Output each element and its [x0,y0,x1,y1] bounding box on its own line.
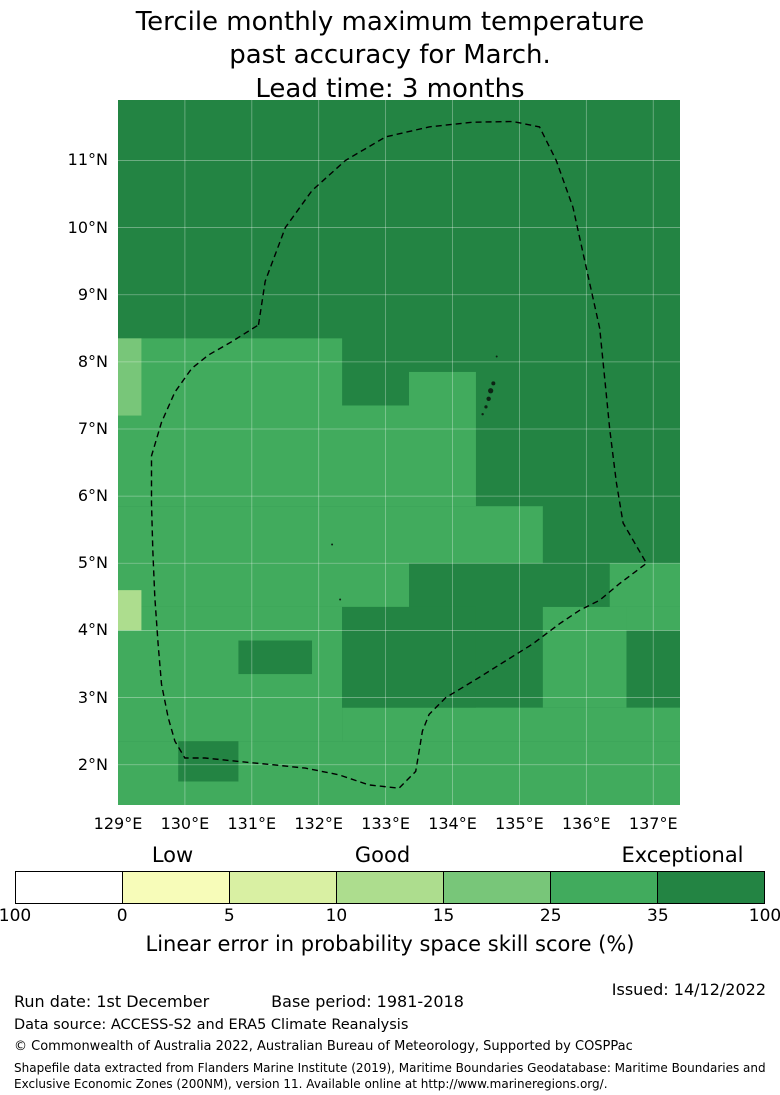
x-tick-label: 133°E [361,814,410,833]
map-area [118,100,680,805]
issued-date: Issued: 14/12/2022 [611,980,766,999]
island-marker [339,598,342,601]
map-cell [118,590,142,631]
map-cell [542,606,627,708]
chart-title: Tercile monthly maximum temperature past… [0,6,780,106]
y-tick-label: 9°N [77,284,108,304]
y-tick-label: 2°N [77,754,108,774]
y-tick-label: 6°N [77,486,108,506]
map-cell [409,371,476,406]
map-cell [626,606,680,631]
island-marker [484,405,488,409]
map-cell [118,506,543,564]
x-tick-label: 129°E [93,814,143,833]
eez-boundary [150,120,648,789]
x-tick-label: 131°E [227,814,277,833]
colorbar-quality-label: Low [151,843,194,867]
run-info-row: Run date: 1st December Base period: 1981… [14,992,464,1011]
title-line-1: Tercile monthly maximum temperature [135,7,645,37]
y-tick-label: 11°N [67,150,108,170]
footer: Issued: 14/12/2022 Run date: 1st Decembe… [0,980,780,1095]
colorbar-segment [337,872,444,903]
base-period: Base period: 1981-2018 [271,992,464,1011]
colorbar-quality-label: Exceptional [621,843,744,867]
island-marker [488,388,494,394]
map-canvas [118,100,680,805]
colorbar-tick-label: 5 [223,906,235,926]
map-cell [118,338,142,416]
colorbar-tick-label: 100 [0,906,32,926]
island-marker [495,355,498,358]
y-tick-label: 8°N [77,351,108,371]
colorbar-tick-label: 25 [539,906,562,926]
x-tick-label: 132°E [294,814,344,833]
title-line-3: Lead time: 3 months [255,73,525,104]
map-cell [178,741,239,782]
colorbar-tick-labels: 100 0 5 10 15 25 35 100 [0,906,780,928]
colorbar-tick-label: 15 [432,906,455,926]
copyright-notice: © Commonwealth of Australia 2022, Austra… [14,1039,633,1054]
title-line-2: past accuracy for March. [229,40,551,71]
island-marker [481,413,484,416]
y-tick-label: 3°N [77,687,108,707]
island-marker [486,396,491,401]
colorbar-segment [444,872,551,903]
colorbar-tick-label: 100 [748,906,780,926]
map-cell [118,563,410,607]
map-cell [238,640,313,675]
x-tick-label: 134°E [428,814,477,833]
shapefile-attribution: Shapefile data extracted from Flanders M… [14,1061,766,1092]
colorbar-caption: Linear error in probability space skill … [145,932,635,956]
colorbar-tick-label: 0 [116,906,128,926]
island-marker [331,543,334,546]
map-cell [342,707,680,742]
island-marker [491,381,496,386]
x-tick-label: 130°E [160,814,210,833]
x-tick-label: 137°E [628,814,678,833]
map-cell [118,338,343,406]
colorbar-tick-label: 10 [325,906,348,926]
colorbar-tick-label: 35 [647,906,669,926]
colorbar-segment [16,872,123,903]
colorbar-segment [230,872,337,903]
run-date: Run date: 1st December [14,992,210,1011]
y-tick-label: 4°N [77,620,108,640]
colorbar [15,871,765,904]
colorbar-quality-label: Good [354,843,411,867]
y-tick-label: 5°N [77,553,108,573]
data-source: Data source: ACCESS-S2 and ERA5 Climate … [14,1017,409,1033]
map-cell [118,405,476,507]
x-tick-label: 135°E [495,814,544,833]
map-cell [342,606,476,708]
colorbar-section: Low Good Exceptional 100 0 5 10 15 25 35 100 Line… [0,843,780,956]
map-cell [609,563,680,607]
y-tick-label: 10°N [67,217,108,237]
colorbar-quality-labels: Low Good Exceptional [15,843,765,871]
x-tick-label: 136°E [562,814,611,833]
colorbar-segment [658,872,764,903]
y-tick-label: 7°N [77,419,108,438]
colorbar-segment [551,872,658,903]
colorbar-segment [123,872,230,903]
